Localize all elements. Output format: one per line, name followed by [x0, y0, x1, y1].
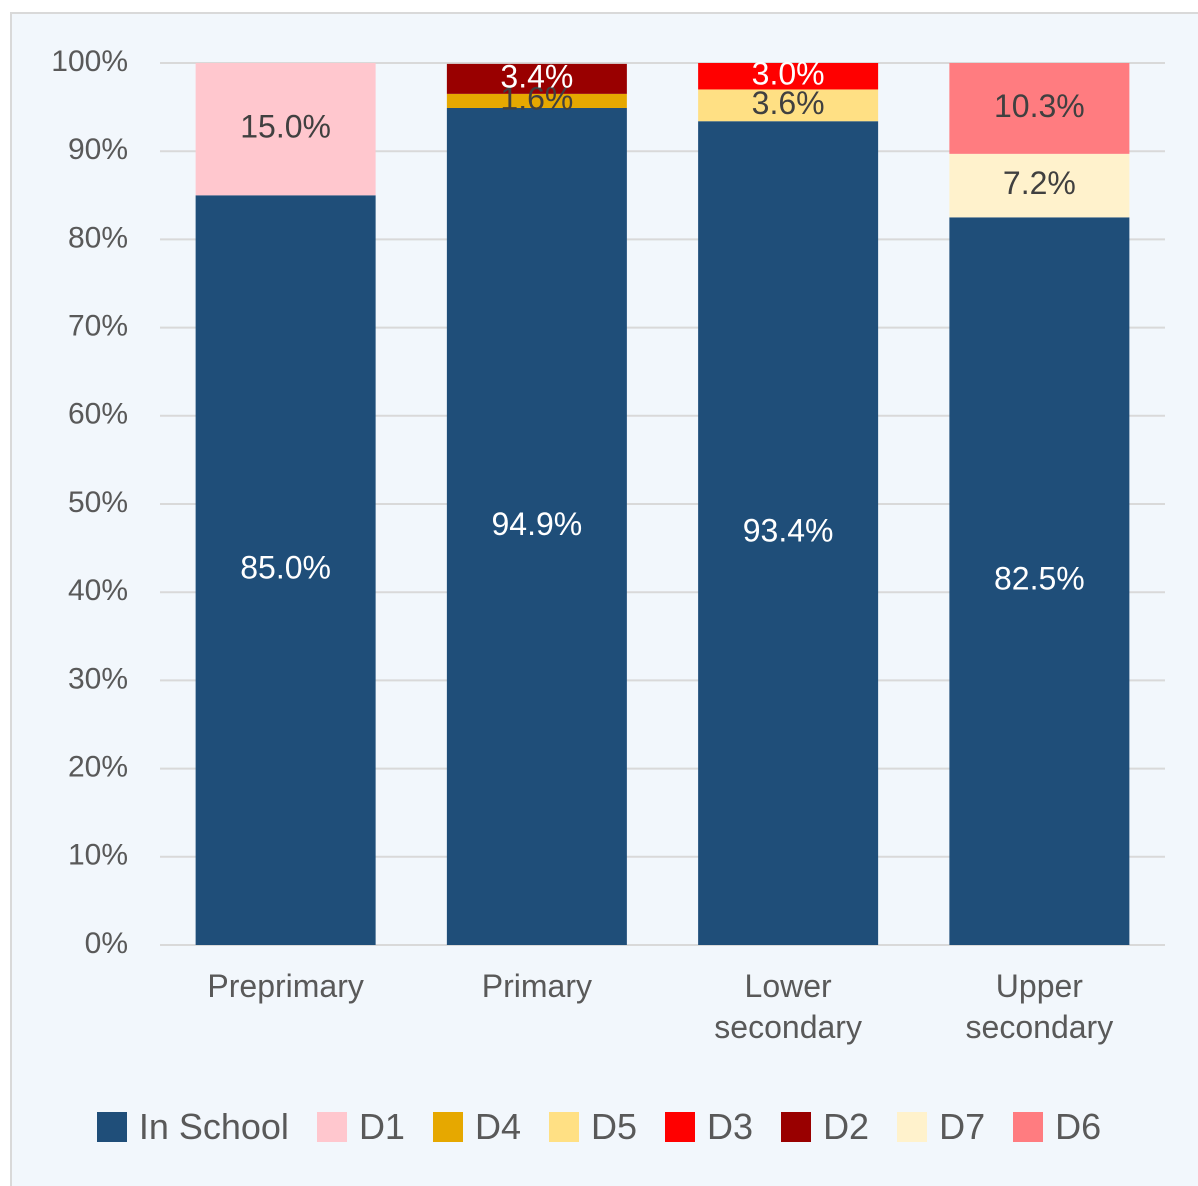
- y-tick-label: 90%: [68, 133, 128, 166]
- legend-swatch: [316, 1112, 347, 1142]
- legend-item: D6: [1013, 1106, 1101, 1148]
- bar-segment: [698, 121, 879, 946]
- bar-segment: [446, 63, 627, 94]
- legend-label: D5: [591, 1106, 638, 1147]
- y-tick-label: 60%: [68, 398, 128, 431]
- legend-label: D2: [823, 1106, 870, 1147]
- legend-item: D3: [665, 1106, 753, 1148]
- legend-label: D3: [707, 1106, 754, 1147]
- x-tick-label: Primary: [481, 968, 592, 1004]
- bar-segment: [949, 217, 1130, 946]
- legend-label: D4: [474, 1106, 521, 1147]
- bar-segment: [446, 107, 627, 946]
- data-label: 3.4%: [500, 58, 573, 94]
- data-label: 93.4%: [743, 513, 834, 549]
- bar-segment: [949, 63, 1130, 154]
- legend-swatch: [781, 1112, 812, 1142]
- y-tick-label: 70%: [68, 310, 128, 343]
- x-tick-label: Preprimary: [207, 968, 364, 1004]
- legend-item: D7: [897, 1106, 985, 1148]
- legend-item: D2: [781, 1106, 869, 1148]
- y-tick-label: 20%: [68, 751, 128, 784]
- legend-label: D1: [358, 1106, 405, 1147]
- y-tick-label: 100%: [51, 45, 128, 78]
- legend-label: D7: [939, 1106, 986, 1147]
- data-label: 7.2%: [1003, 165, 1076, 201]
- y-tick-label: 10%: [68, 839, 128, 872]
- data-label: 3.6%: [752, 85, 825, 121]
- bar-segment: [195, 195, 376, 946]
- data-label: 15.0%: [240, 109, 331, 145]
- bar-segment: [949, 153, 1130, 218]
- legend-item: D5: [549, 1106, 637, 1148]
- y-tick-label: 30%: [68, 662, 128, 695]
- bar-segment: [698, 63, 879, 90]
- data-label: 10.3%: [994, 88, 1085, 124]
- legend-swatch: [897, 1112, 928, 1142]
- legend-swatch: [665, 1112, 696, 1142]
- data-label: 3.0%: [752, 56, 825, 92]
- x-tick-label: Lower secondary: [714, 968, 862, 1045]
- legend-label: In School: [138, 1106, 289, 1147]
- legend-swatch: [549, 1112, 579, 1142]
- y-tick-label: 40%: [68, 574, 128, 607]
- bar-segment: [195, 63, 376, 196]
- y-tick-label: 50%: [68, 486, 128, 519]
- data-label: 85.0%: [240, 550, 331, 586]
- data-label: 1.6%: [500, 80, 573, 116]
- legend: In School D1 D4 D5 D3 D2 D7 D6: [0, 1106, 1198, 1148]
- y-tick-label: 80%: [68, 221, 128, 254]
- legend-item: In School: [96, 1106, 289, 1148]
- x-tick-label: Upper secondary: [965, 968, 1114, 1045]
- y-tick-label: 0%: [85, 927, 128, 960]
- legend-swatch: [1013, 1112, 1044, 1142]
- legend-item: D4: [432, 1106, 521, 1148]
- data-label: 82.5%: [994, 561, 1085, 597]
- bar-segment: [698, 89, 879, 122]
- legend-label: D6: [1055, 1106, 1102, 1147]
- legend-swatch: [96, 1112, 127, 1142]
- data-label: 94.9%: [492, 506, 583, 542]
- legend-item: D1: [316, 1106, 405, 1148]
- bar-segment: [446, 93, 627, 108]
- legend-swatch: [432, 1112, 463, 1142]
